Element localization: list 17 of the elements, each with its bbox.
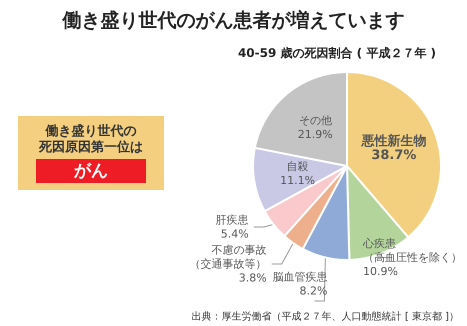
data-label: 5.4% <box>220 228 249 241</box>
slice-label: 悪性新生物 <box>360 133 426 150</box>
slice-label: その他 <box>298 114 332 127</box>
slice-label: 不慮の事故（交通事故等） <box>190 244 267 271</box>
text: がん <box>36 159 146 183</box>
data-label: 38.7% <box>371 148 416 164</box>
slice-label: 肝疾患 <box>216 214 249 227</box>
data-label: 11.1% <box>280 174 316 188</box>
chart-title: 働き盛り世代のがん患者が増えています <box>62 10 404 32</box>
data-label: 21.9% <box>298 128 333 141</box>
text: 死因原因第一位は <box>38 140 144 156</box>
data-label: 10.9% <box>363 264 398 278</box>
data-label: 3.8% <box>238 272 267 285</box>
text: 働き盛り世代の <box>44 124 138 140</box>
chart-subtitle: 40-59 歳の死因割合 ( 平成２７年 ) <box>238 46 436 60</box>
source-note: 出典：厚生労働省（平成２７年、人口動態統計 [ 東京都 ]） <box>192 310 460 322</box>
slice-label: 自殺 <box>286 160 309 174</box>
